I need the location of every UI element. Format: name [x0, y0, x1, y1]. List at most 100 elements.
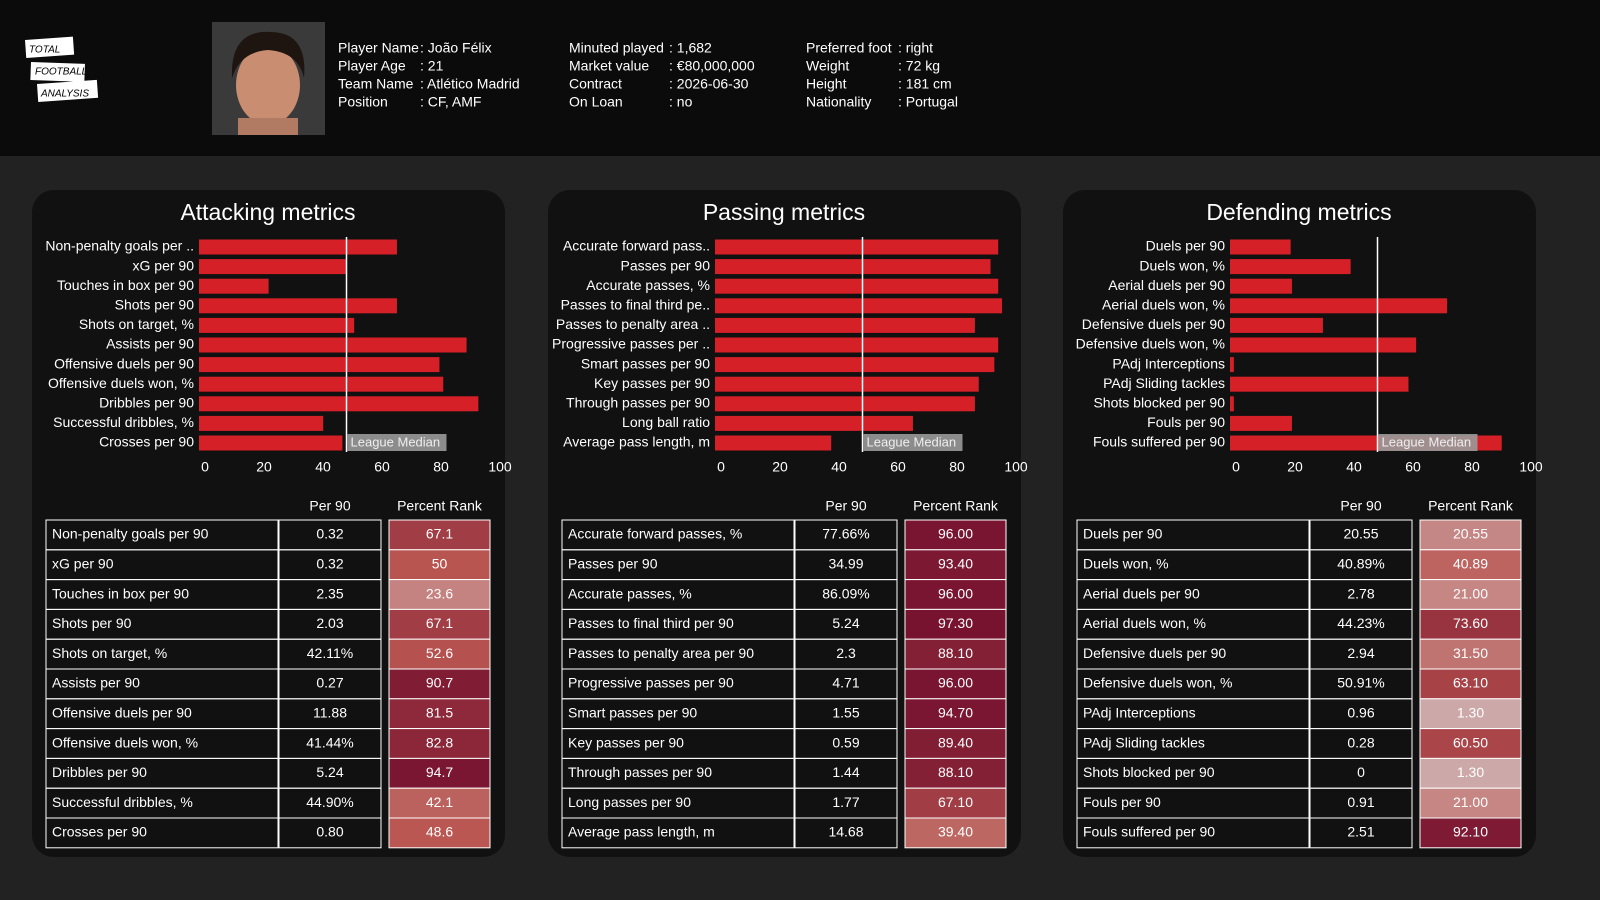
- bar: [199, 435, 343, 451]
- median-label-bg: [347, 434, 447, 451]
- bar-label: Defensive duels won, %: [1076, 336, 1225, 352]
- bar-label: Dribbles per 90: [99, 395, 194, 411]
- table-text: 96.00: [938, 675, 973, 691]
- bar: [1230, 298, 1448, 314]
- table-text: 5.24: [316, 764, 343, 780]
- x-tick-label: 0: [201, 459, 209, 475]
- table-text: 21.00: [1453, 585, 1488, 601]
- x-tick-label: 40: [1346, 459, 1362, 475]
- x-tick-label: 40: [831, 459, 847, 475]
- median-label: League Median: [867, 434, 957, 449]
- table-text: 1.30: [1457, 764, 1484, 780]
- bar-label: Assists per 90: [106, 336, 194, 352]
- table-text: 1.30: [1457, 705, 1484, 721]
- bar-label: Through passes per 90: [566, 395, 710, 411]
- panel: [32, 190, 505, 857]
- x-tick-label: 80: [1464, 459, 1480, 475]
- table-text: Fouls suffered per 90: [1083, 824, 1215, 840]
- bar-label: Accurate passes, %: [586, 277, 710, 293]
- table-text: Defensive duels won, %: [1083, 675, 1232, 691]
- bar-label: Passes per 90: [621, 257, 711, 273]
- bar: [1230, 259, 1351, 275]
- table-text: 94.70: [938, 705, 973, 721]
- table-text: Shots per 90: [52, 615, 132, 631]
- rank-cell: [1419, 787, 1522, 819]
- bar: [199, 259, 347, 275]
- bar-label: PAdj Interceptions: [1112, 355, 1225, 371]
- table-text: Passes to final third per 90: [568, 615, 734, 631]
- table-text: 82.8: [426, 734, 453, 750]
- table-text: 48.6: [426, 824, 453, 840]
- table-text: 0.59: [832, 734, 859, 750]
- table-text: PAdj Sliding tackles: [1083, 734, 1205, 750]
- bar: [715, 317, 975, 333]
- table-cell: [45, 817, 279, 849]
- table-text: 44.23%: [1337, 615, 1384, 631]
- table-text: 96.00: [938, 585, 973, 601]
- table-text: 0.80: [316, 824, 343, 840]
- table-text: 77.66%: [822, 526, 869, 542]
- table-text: Offensive duels per 90: [52, 705, 192, 721]
- info-value: : Portugal: [898, 94, 958, 110]
- table-text: PAdj Interceptions: [1083, 705, 1196, 721]
- table-text: Offensive duels won, %: [52, 734, 198, 750]
- table-text: Duels won, %: [1083, 556, 1169, 572]
- table-text: Crosses per 90: [52, 824, 147, 840]
- table-text: 63.10: [1453, 675, 1488, 691]
- info-label: Minuted played: [569, 40, 664, 56]
- table-text: 1.55: [832, 705, 859, 721]
- chart-title: Passing metrics: [703, 199, 865, 225]
- panel: [548, 190, 1021, 857]
- table-text: 21.00: [1453, 794, 1488, 810]
- table-text: 0.32: [316, 556, 343, 572]
- rank-cell: [388, 549, 491, 581]
- table-text: 1.77: [832, 794, 859, 810]
- bar: [715, 298, 1003, 314]
- table-text: 23.6: [426, 585, 453, 601]
- logo-box: [30, 62, 85, 82]
- bar: [199, 396, 479, 412]
- x-tick-label: 40: [315, 459, 331, 475]
- chart-title: Attacking metrics: [180, 199, 355, 225]
- rank-cell: [388, 728, 491, 759]
- table-text: Accurate passes, %: [568, 585, 692, 601]
- table-text: 2.94: [1347, 645, 1374, 661]
- table-text: 90.7: [426, 675, 453, 691]
- info-label: Preferred foot: [806, 40, 892, 56]
- logo-text: FOOTBALL: [35, 67, 87, 78]
- bar-label: Offensive duels won, %: [48, 375, 194, 391]
- info-label: Nationality: [806, 94, 871, 110]
- table-text: 0.32: [316, 526, 343, 542]
- bar-label: Key passes per 90: [594, 375, 710, 391]
- table-text: 42.11%: [307, 645, 353, 661]
- bar: [715, 357, 995, 373]
- table-text: Accurate forward passes, %: [568, 526, 742, 542]
- logo-text: TOTAL: [29, 45, 60, 56]
- x-tick-label: 80: [433, 459, 449, 475]
- table-text: 86.09%: [822, 585, 869, 601]
- bar-label: Touches in box per 90: [57, 277, 194, 293]
- table-header: Percent Rank: [913, 498, 999, 514]
- bar-label: Passes to penalty area ..: [556, 316, 710, 332]
- rank-cell: [1419, 549, 1522, 581]
- logo-text: ANALYSIS: [40, 89, 89, 100]
- rank-cell: [388, 698, 491, 730]
- x-tick-label: 60: [890, 459, 906, 475]
- rank-cell: [904, 817, 1007, 849]
- panel: [1063, 190, 1536, 857]
- bar: [715, 278, 999, 294]
- table-text: Progressive passes per 90: [568, 675, 734, 691]
- table-text: Passes per 90: [568, 556, 658, 572]
- table-text: 67.1: [426, 615, 453, 631]
- table-text: 89.40: [938, 734, 973, 750]
- table-header: Percent Rank: [397, 498, 483, 514]
- table-text: 11.88: [313, 705, 347, 721]
- bar-label: Successful dribbles, %: [53, 414, 194, 430]
- table-text: Touches in box per 90: [52, 585, 189, 601]
- bar-label: Fouls per 90: [1147, 414, 1225, 430]
- rank-cell: [904, 579, 1007, 610]
- info-label: Player Age: [338, 58, 406, 74]
- rank-cell: [1419, 757, 1522, 789]
- table-text: 0.91: [1347, 794, 1374, 810]
- x-tick-label: 60: [374, 459, 390, 475]
